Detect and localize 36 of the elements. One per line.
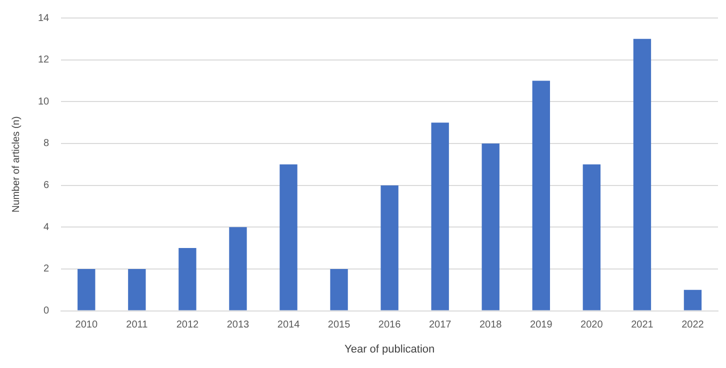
x-tick-label: 2022 [682, 320, 704, 331]
bar [582, 164, 601, 310]
bar [330, 268, 348, 310]
bar [128, 268, 146, 310]
y-tick-label: 2 [44, 264, 50, 275]
x-tick-label: 2010 [75, 320, 98, 331]
x-tick-label: 2011 [126, 320, 148, 331]
x-tick-label: 2012 [176, 320, 200, 331]
bar [532, 80, 550, 310]
x-tick-label: 2014 [277, 320, 300, 331]
bar [280, 164, 298, 310]
y-tick-label: 0 [44, 306, 50, 317]
x-tick-label: 2018 [479, 320, 502, 331]
x-tick-label: 2019 [530, 320, 553, 331]
x-tick-label: 2016 [378, 320, 402, 331]
y-tick-label: 12 [38, 54, 50, 66]
y-tick-label: 6 [44, 180, 50, 192]
bar [380, 185, 398, 310]
bar [482, 143, 500, 310]
y-tick-label: 10 [38, 96, 50, 108]
x-axis-title: Year of publication [344, 343, 435, 356]
bar [178, 248, 196, 310]
y-axis-title: Number of articles (n) [10, 116, 22, 212]
bar [684, 290, 702, 310]
bar [229, 227, 247, 310]
x-tick-label: 2017 [428, 320, 452, 331]
bar [431, 122, 449, 310]
bar [78, 268, 96, 310]
x-tick-label: 2021 [631, 320, 654, 331]
bar [633, 38, 652, 310]
x-tick-label: 2015 [328, 320, 351, 331]
y-tick-label: 4 [44, 222, 50, 233]
x-tick-label: 2020 [580, 320, 604, 331]
y-tick-label: 8 [44, 138, 50, 150]
y-tick-label: 14 [38, 12, 50, 24]
x-tick-label: 2013 [226, 320, 250, 331]
